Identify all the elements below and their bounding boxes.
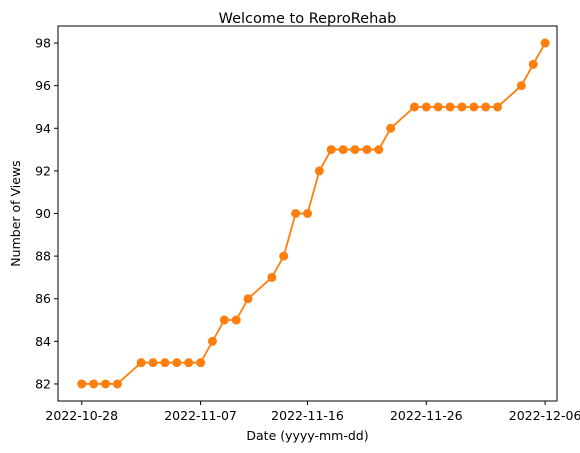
chart-title: Welcome to ReproRehab (219, 11, 397, 27)
data-point (433, 102, 443, 112)
y-tick-label: 86 (35, 291, 51, 306)
x-tick-label: 2022-11-26 (390, 408, 463, 423)
series-views (77, 38, 550, 389)
x-axis: 2022-10-28 2022-11-07 2022-11-16 2022-11-26… (45, 401, 580, 423)
data-point (528, 59, 538, 69)
y-axis-label: Number of Views (8, 160, 23, 266)
data-point (493, 102, 503, 112)
data-point (350, 145, 360, 155)
y-tick-label: 88 (35, 249, 51, 264)
data-point (101, 379, 111, 389)
data-point (481, 102, 491, 112)
x-tick-label: 2022-11-16 (271, 408, 344, 423)
data-point (409, 102, 419, 112)
y-tick-label: 96 (35, 78, 51, 93)
data-point (148, 358, 158, 368)
data-point (338, 145, 348, 155)
data-point (314, 166, 324, 176)
data-point (326, 145, 336, 155)
data-point (267, 272, 277, 282)
data-point (303, 209, 312, 218)
data-point (540, 38, 550, 48)
x-axis-label: Date (yyyy-mm-dd) (246, 428, 368, 443)
x-tick-label: 2022-12-06 (509, 408, 580, 423)
y-tick-label: 92 (35, 163, 51, 178)
data-point (291, 209, 301, 218)
y-tick-label: 98 (35, 36, 51, 51)
data-point (184, 358, 194, 368)
y-tick-label: 90 (35, 206, 51, 221)
data-point (279, 251, 289, 261)
y-tick-label: 94 (35, 121, 51, 136)
data-point (457, 102, 467, 112)
data-point (362, 145, 372, 155)
x-tick-label: 2022-11-07 (164, 408, 237, 423)
data-point (136, 358, 146, 368)
data-point (374, 145, 384, 155)
data-point (421, 102, 431, 112)
y-tick-label: 84 (35, 334, 51, 349)
data-point (386, 123, 396, 133)
data-point (445, 102, 455, 112)
data-point (172, 358, 182, 368)
data-point (89, 379, 99, 389)
data-point (160, 358, 170, 368)
data-point (516, 81, 526, 91)
data-point (243, 294, 253, 304)
data-point (207, 336, 217, 346)
data-point (219, 315, 229, 325)
y-axis: 82 84 86 88 90 92 94 96 98 (35, 36, 58, 391)
data-point (469, 102, 479, 112)
data-point (77, 379, 87, 389)
y-tick-label: 82 (35, 376, 51, 391)
data-point (231, 315, 241, 325)
x-tick-label: 2022-10-28 (45, 408, 118, 423)
data-point (112, 379, 122, 389)
data-point (196, 358, 206, 368)
series-line (81, 42, 546, 385)
